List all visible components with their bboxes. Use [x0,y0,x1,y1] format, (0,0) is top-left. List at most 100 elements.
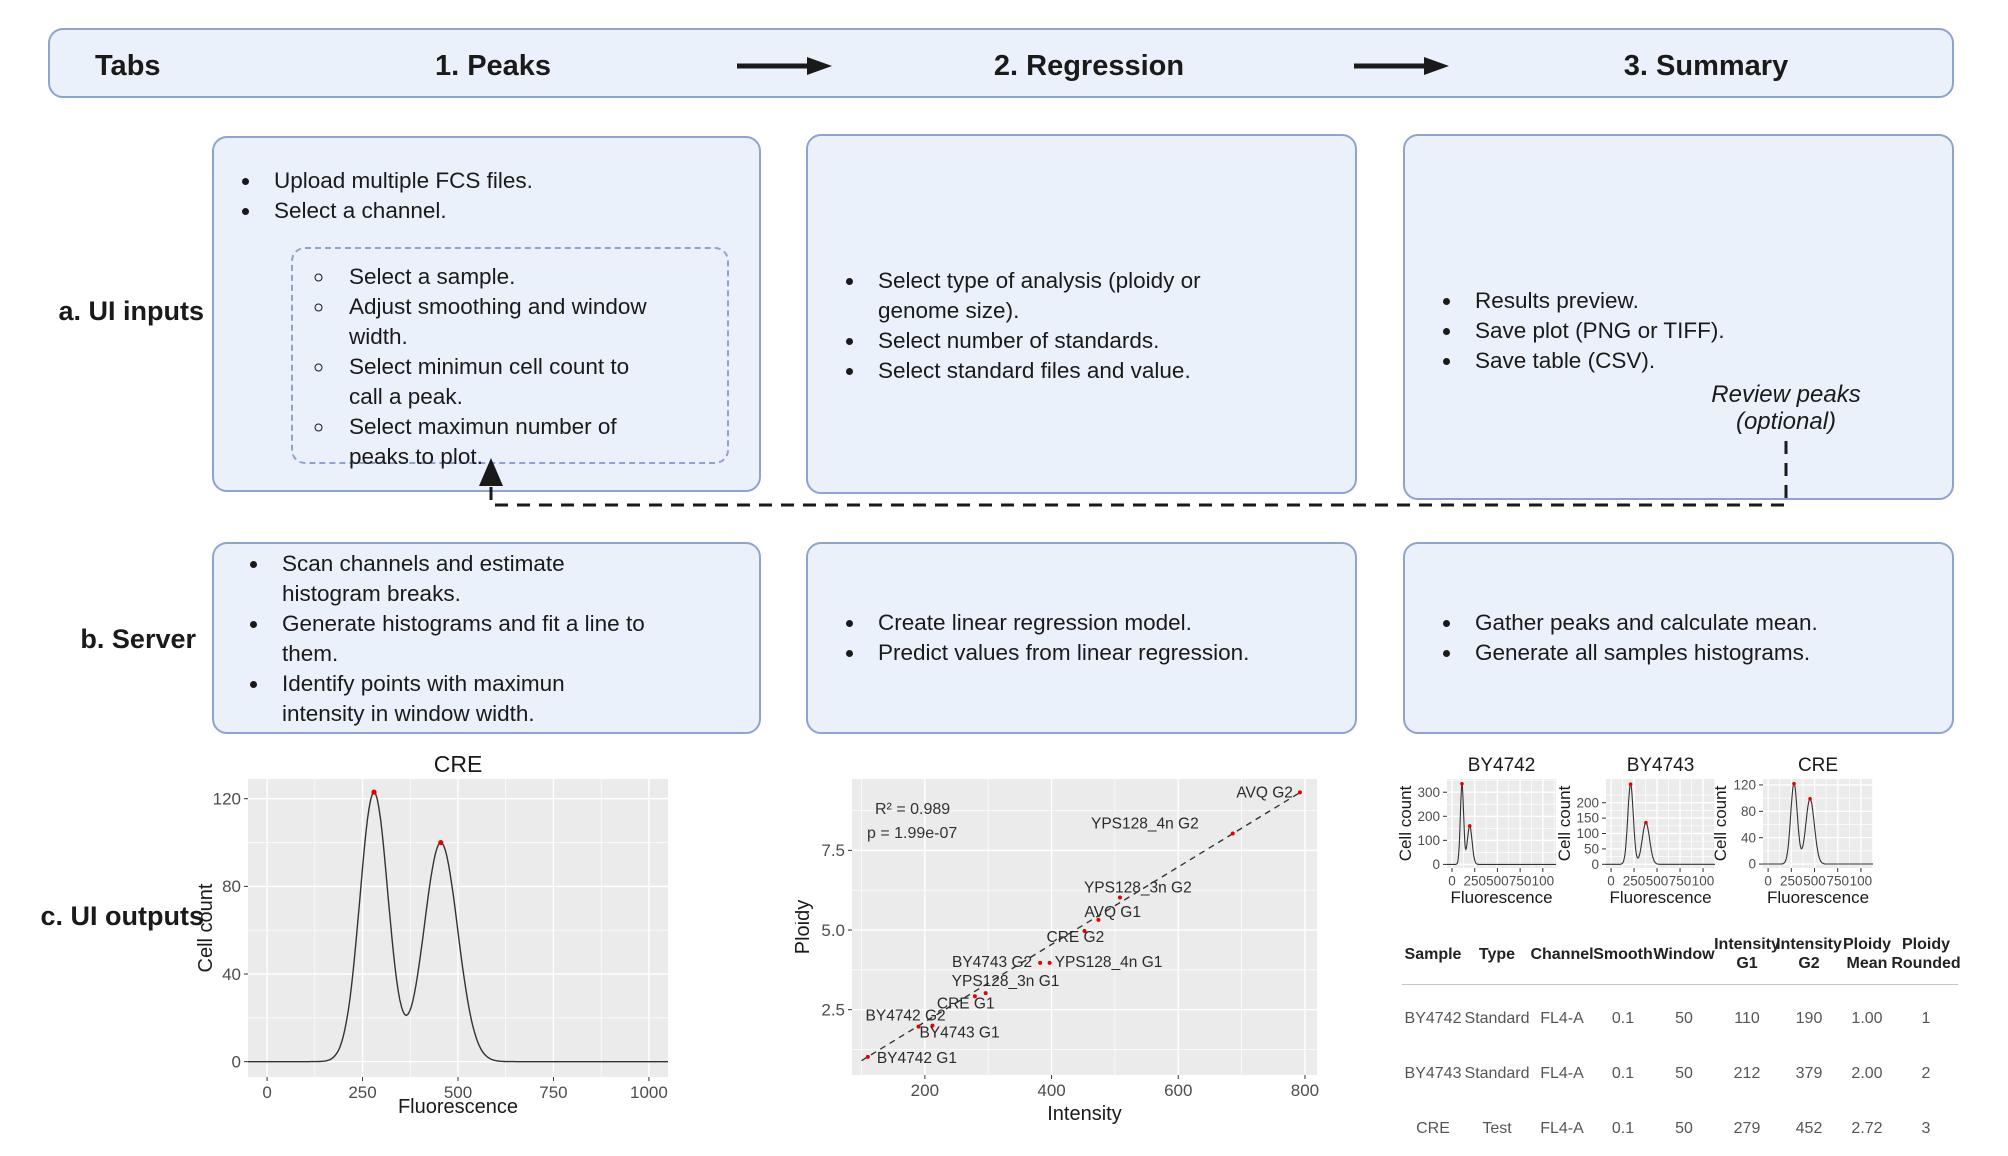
x-tick-label: 250 [1623,874,1646,889]
by4742-histogram-chart: 0 250 500 750 1000100200300BY4742Fluorescenc… [1398,755,1556,907]
plot-panel [1447,779,1556,868]
table-cell: Standard [1464,1064,1530,1082]
x-tick-label: 400 [1037,1081,1065,1100]
table-cell: FL4-A [1540,1119,1584,1137]
y-tick-label: 100 [1417,833,1440,848]
bullet-item: Save plot (PNG or TIFF). [1463,316,1952,346]
table-cell: BY4742 [1404,1009,1462,1027]
table-cell: 2 [1921,1064,1931,1082]
y-tick-label: 200 [1576,795,1599,810]
x-tick-label: 500 [1486,874,1509,889]
x-axis-label: Fluorescence [1767,888,1869,907]
y-tick-label: 80 [222,877,241,896]
server-summary-list: Gather peaks and calculate mean.Generate… [1405,608,1952,668]
results-table: Sample Type Channel Smooth Window Intensity G… [1402,930,1961,1156]
box-server-regression: Create linear regression model.Predict v… [806,542,1357,734]
banner-step-peaks: 1. Peaks [434,50,552,82]
table-header-cell: Type [1478,945,1516,963]
bullet-item: Results preview. [1463,286,1952,316]
cre-small-histogram-chart: 0 250 500 750 100 0 40 80 120 CRE Fluorescence Cell… [1712,755,1873,907]
flow-arrow-icon [1354,57,1449,75]
box-ui-inputs-peaks: Upload multiple FCS files.Select a chann… [212,136,761,492]
y-tick-label: 40 [1741,830,1756,845]
y-tick-label: 300 [1417,785,1440,800]
box-server-peaks: Scan channels and estimate histogram bre… [212,542,761,734]
table-cell: 452 [1795,1119,1823,1137]
server-peaks-list: Scan channels and estimate histogram bre… [214,549,759,729]
table-header-rule [1402,984,1958,991]
density-curve [1763,782,1873,865]
data-point [930,1023,935,1028]
data-point [1047,960,1052,965]
table-cell: 0.1 [1611,1119,1635,1137]
x-tick-label: 200 [911,1081,939,1100]
y-tick-label: 0 [1432,857,1440,872]
banner-step-summary: 3. Summary [1623,50,1789,82]
peaks-subbox-list: Select a sample.Adjust smoothing and win… [293,262,727,472]
cre-histogram-chart: 0 250 500 750 1000 0 40 80 120 CRE Fluorescence Cel… [195,751,668,1118]
peak-marker [371,789,377,795]
x-tick-label: 0 [1607,874,1615,889]
bullet-item: Scan channels and estimate histogram bre… [270,549,759,609]
data-point [1038,960,1043,965]
table-header-cell: Sample [1404,945,1462,963]
x-tick-label: 600 [1164,1081,1192,1100]
point-label: CRE G2 [1047,929,1105,946]
box-server-summary: Gather peaks and calculate mean.Generate… [1403,542,1954,734]
table-cell: 0.1 [1611,1064,1635,1082]
plot-panel [1606,779,1715,868]
x-tick-label: 750 [1826,874,1849,889]
x-tick-label: 100 [1692,874,1715,889]
peak-marker [1644,820,1648,825]
box-ui-inputs-summary: Results preview.Save plot (PNG or TIFF).… [1403,134,1954,500]
table-cell: FL4-A [1540,1009,1584,1027]
point-label: BY4743 G2 [952,954,1032,971]
row-label-ui-inputs: a. UI inputs [58,296,204,326]
row-label-ui-outputs: c. UI outputs [40,901,205,931]
point-label: AVQ G1 [1084,904,1141,921]
x-tick-label: 100 [1532,874,1555,889]
bullet-item: Generate histograms and fit a line to th… [270,609,759,669]
x-axis-label: Fluorescence [1450,888,1552,907]
data-point [916,1024,921,1029]
table-header-cell: Intensity G1 [1714,936,1780,972]
x-tick-label: 750 [539,1083,567,1102]
bullet-item: Select type of analysis (ploidy or genom… [866,266,1355,326]
y-tick-label: 50 [1584,841,1599,856]
bullet-item: Upload multiple FCS files. [262,166,759,196]
annotation-text: p = 1.99e-07 [867,825,957,842]
x-tick-label: 750 [1669,874,1692,889]
y-tick-label: 80 [1741,804,1756,819]
table-cell: BY4743 [1404,1064,1462,1082]
bullet-item: Predict values from linear regression. [866,638,1355,668]
point-label: YPS128_4n G1 [1055,954,1163,971]
table-cell: 50 [1675,1064,1693,1082]
y-tick-label: 2.5 [821,1000,845,1019]
table-header-cell: Ploidy Rounded [1891,936,1961,972]
x-tick-label: 800 [1291,1081,1319,1100]
point-label: YPS128_4n G2 [1091,815,1199,832]
bullet-item: Save table (CSV). [1463,346,1952,376]
y-tick-label: 0 [232,1052,241,1071]
x-tick-label: 250 [1780,874,1803,889]
x-tick-label: 250 [348,1083,376,1102]
data-point [865,1054,870,1059]
x-tick-label: 500 [1646,874,1669,889]
y-tick-label: 120 [1733,778,1756,793]
table-cell: Standard [1464,1009,1530,1027]
table-header-cell: Window [1653,945,1715,963]
table-cell: 50 [1675,1119,1693,1137]
table-cell: 50 [1675,1009,1693,1027]
chart-title: BY4743 [1627,755,1695,776]
table-cell: 1 [1921,1009,1931,1027]
table-cell: Test [1482,1119,1512,1137]
y-axis-label: Cell count [1712,785,1730,861]
peak-marker [1467,824,1472,828]
y-tick-label: 200 [1417,809,1440,824]
data-point [972,994,977,999]
x-tick-label: 100 [1850,874,1873,889]
table-header-cell: Channel [1530,945,1594,963]
box-ui-inputs-regression: Select type of analysis (ploidy or genom… [806,134,1357,494]
data-point [1096,917,1101,922]
table-cell: 190 [1795,1009,1823,1027]
